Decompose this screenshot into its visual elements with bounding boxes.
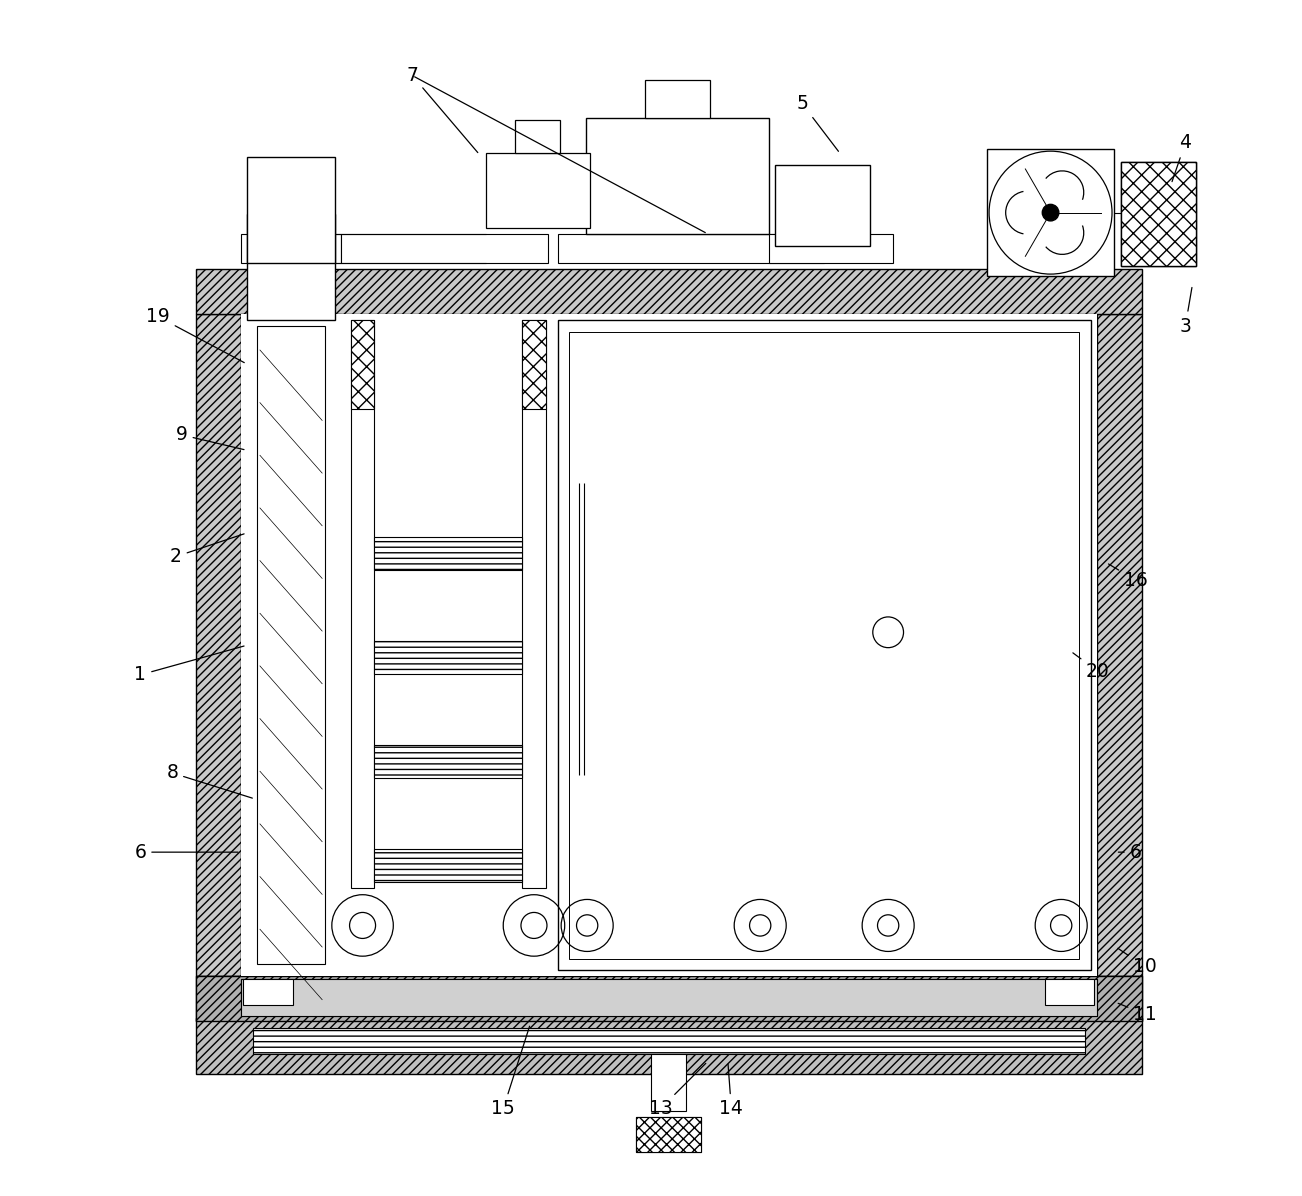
Bar <box>241 315 258 976</box>
Bar <box>350 321 375 887</box>
Bar <box>195 976 1142 1021</box>
Bar <box>350 321 375 409</box>
Text: 1: 1 <box>134 646 243 684</box>
Bar <box>516 120 560 153</box>
Bar <box>644 80 710 118</box>
Bar <box>258 327 324 964</box>
Bar <box>375 537 522 570</box>
Circle shape <box>1043 205 1059 221</box>
Text: 13: 13 <box>648 1063 706 1118</box>
Bar <box>1096 315 1142 976</box>
Bar <box>775 165 870 245</box>
Bar <box>241 315 341 331</box>
Bar <box>586 118 769 234</box>
Bar <box>557 321 1091 970</box>
Text: 8: 8 <box>167 763 253 798</box>
Bar <box>241 978 1096 1017</box>
Bar <box>522 321 546 887</box>
Bar <box>195 315 241 976</box>
Text: 3: 3 <box>1180 287 1191 336</box>
Text: 2: 2 <box>169 533 243 566</box>
Bar <box>195 269 1142 315</box>
Text: 19: 19 <box>146 307 245 362</box>
Text: 4: 4 <box>1172 134 1191 182</box>
Text: 15: 15 <box>491 1026 530 1118</box>
Bar <box>522 321 546 409</box>
Bar <box>241 234 341 263</box>
Bar <box>195 976 1142 1021</box>
Bar <box>375 849 522 881</box>
Bar <box>195 1018 1142 1074</box>
Text: 14: 14 <box>720 1064 743 1118</box>
Bar <box>1121 161 1197 266</box>
Bar <box>246 214 336 321</box>
Bar <box>769 234 893 263</box>
Text: 9: 9 <box>176 426 243 450</box>
Bar <box>241 978 1096 1017</box>
Bar <box>324 315 341 976</box>
Bar <box>651 1052 686 1111</box>
Bar <box>637 1117 702 1153</box>
Bar <box>557 234 824 263</box>
Text: 7: 7 <box>406 66 478 153</box>
Bar <box>1044 978 1094 1005</box>
Bar <box>246 157 336 263</box>
Bar <box>1121 161 1197 266</box>
Text: 6: 6 <box>134 843 238 861</box>
Text: 16: 16 <box>1108 565 1147 590</box>
Text: 10: 10 <box>1118 948 1157 976</box>
Bar <box>341 234 548 263</box>
Bar <box>637 1117 702 1153</box>
Bar <box>243 978 293 1005</box>
Text: 11: 11 <box>1118 1003 1157 1024</box>
Bar <box>375 641 522 675</box>
Text: 20: 20 <box>1073 653 1109 681</box>
Text: 5: 5 <box>797 94 838 152</box>
Bar <box>375 745 522 777</box>
Bar <box>253 1029 1085 1055</box>
Bar <box>486 153 590 228</box>
Text: 6: 6 <box>1118 843 1142 861</box>
Bar <box>987 148 1115 276</box>
Bar <box>569 332 1079 958</box>
Bar <box>241 315 1096 976</box>
